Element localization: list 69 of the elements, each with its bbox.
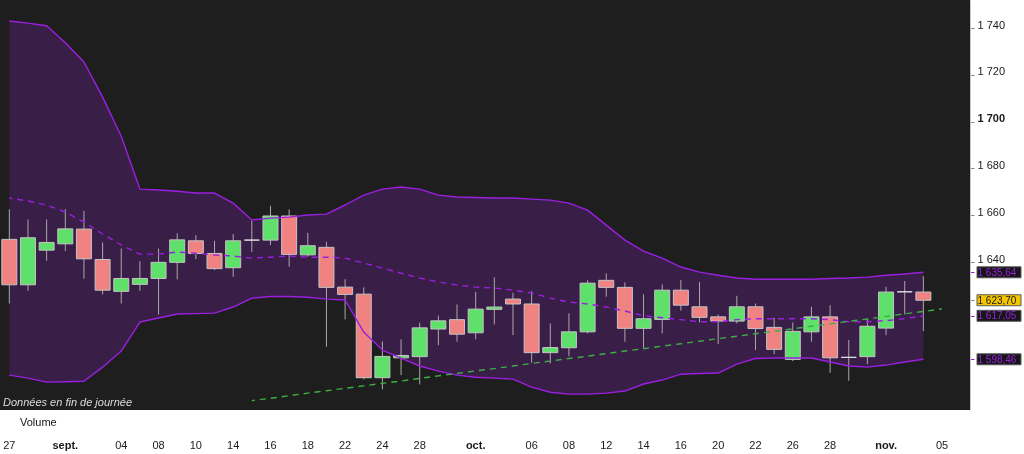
candlestick [896,280,913,316]
y-tick-label: 1 700 [977,112,1006,125]
x-tick-label: 05 [935,438,949,451]
candlestick [672,279,689,312]
candlestick [131,260,148,292]
y-tick-label: 1 720 [977,65,1006,78]
y-tick-label: 1 635,64 [977,266,1017,278]
candlestick [691,281,708,323]
candlestick [38,219,55,262]
x-tick-label: 22 [338,438,352,451]
candlestick [187,234,204,260]
annotation: Données en fin de journée [3,396,133,408]
candlestick [299,232,316,258]
x-tick-label: 08 [152,438,165,451]
candlestick [486,276,503,325]
x-tick-label: 14 [637,438,650,451]
line-series [251,308,943,402]
candlestick [915,275,932,332]
candlestick [449,303,466,343]
x-tick-label: 16 [674,438,687,451]
x-tick-label: 04 [115,438,128,451]
candlestick [169,232,186,280]
candlestick [113,248,130,305]
x-tick-label: 18 [301,438,314,451]
text: Volume [20,416,57,428]
candlestick [560,312,577,357]
x-tick-label: 14 [227,438,240,451]
candlestick [504,292,521,336]
y-tick-label: 1 623,70 [977,294,1017,306]
x-tick-label: sept. [52,438,79,451]
x-tick-label: 26 [786,438,799,451]
x-tick-label: 28 [413,438,426,451]
candlestick [150,248,167,316]
x-tick-label: 16 [264,438,277,451]
candlestick [635,293,652,349]
candlestick [803,306,820,343]
line-series [8,295,925,395]
candlestick [374,340,391,390]
y-tick-label: 1 680 [977,158,1006,171]
candlestick [243,220,260,253]
x-tick-label: 27 [3,438,16,451]
x-tick-label: 06 [525,438,538,451]
x-tick-label: 24 [376,438,389,451]
candlestick [467,291,484,340]
candlestick [598,272,615,298]
candlestick [747,303,764,351]
y-tick-label: 1 640 [977,252,1006,265]
candlestick [337,278,354,320]
y-tick-label: 1 740 [977,18,1006,31]
x-tick-label: oct. [465,438,486,451]
candlestick [840,339,857,382]
candlestick [710,314,727,345]
candlestick [766,317,783,355]
x-tick-label: 28 [823,438,837,451]
x-tick-label: 20 [712,438,725,451]
x-tick-label: 22 [749,438,762,451]
x-tick-label: 08 [562,438,576,451]
line-series [8,20,925,280]
y-tick-label: 1 660 [977,205,1006,218]
candlestick [542,322,559,364]
candlestick [430,315,447,346]
candlestick [728,295,745,324]
y-tick-label: 1 617,05 [977,310,1017,322]
x-tick-label: 12 [600,438,613,451]
candlestick [57,208,74,252]
x-tick-label: 10 [189,438,202,451]
y-tick-label: 1 598,46 [977,353,1017,365]
candlestick [206,240,223,271]
x-tick-label: nov. [875,438,897,451]
